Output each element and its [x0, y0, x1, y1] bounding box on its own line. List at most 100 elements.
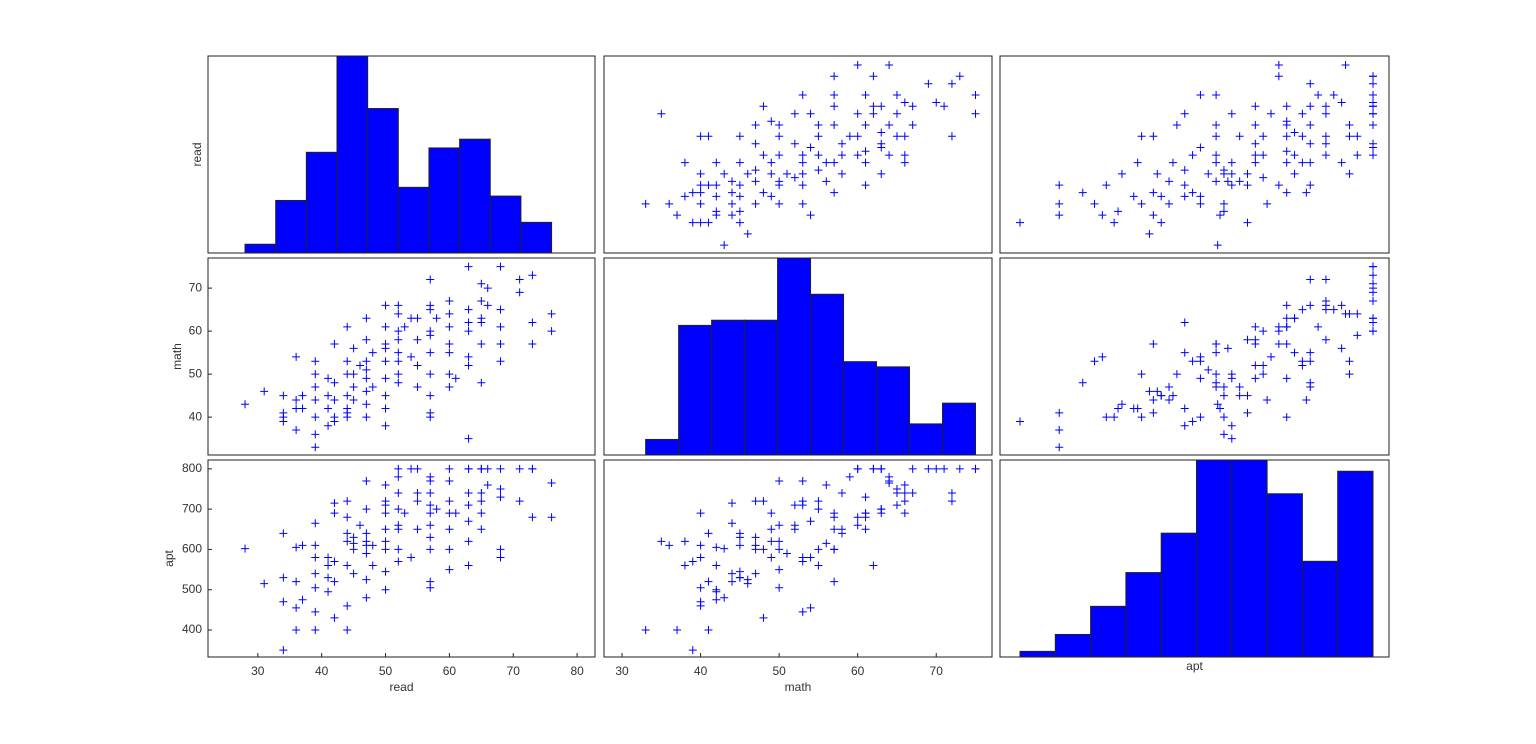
- scatter-point: [885, 121, 894, 130]
- scatter-point: [241, 544, 250, 553]
- scatter-point: [1321, 132, 1330, 141]
- scatter-point: [407, 464, 416, 473]
- scatter-point: [426, 408, 435, 417]
- scatter-point: [413, 525, 422, 534]
- scatter-point: [688, 188, 697, 197]
- scatter-point: [1188, 357, 1197, 366]
- scatter-point: [1137, 132, 1146, 141]
- scatter-point: [1282, 301, 1291, 310]
- scatter-point: [1290, 128, 1299, 137]
- scatter-point: [445, 297, 454, 306]
- scatter-point: [712, 181, 721, 190]
- scatter-point: [407, 314, 416, 323]
- scatter-point: [1274, 327, 1283, 336]
- scatter-point: [1267, 109, 1276, 118]
- scatter-point: [515, 275, 524, 284]
- scatter-point: [1306, 158, 1315, 167]
- scatter-point: [394, 545, 403, 554]
- scatter-point: [775, 177, 784, 186]
- scatter-point: [279, 646, 288, 655]
- scatter-point: [349, 545, 358, 554]
- scatter-point: [1137, 413, 1146, 422]
- scatter-point: [496, 322, 505, 331]
- scatter-point: [1263, 199, 1272, 208]
- scatter-point: [362, 529, 371, 538]
- scatter-point: [381, 404, 390, 413]
- scatter-point: [1196, 413, 1205, 422]
- scatter-point: [704, 132, 713, 141]
- scatter-point: [451, 509, 460, 518]
- scatter-point: [1055, 408, 1064, 417]
- y-tick-label: 70: [189, 280, 203, 294]
- scatter-point: [1251, 374, 1260, 383]
- scatter-point: [324, 391, 333, 400]
- scatter-point: [368, 383, 377, 392]
- scatter-point: [464, 305, 473, 314]
- scatter-point: [1204, 365, 1213, 374]
- scatter-point: [728, 499, 737, 508]
- scatter-point: [908, 102, 917, 111]
- scatter-point: [298, 541, 307, 550]
- scatter-point: [1290, 151, 1299, 160]
- scatter-point: [1117, 400, 1126, 409]
- scatter-point: [279, 597, 288, 606]
- scatter-point: [394, 348, 403, 357]
- scatter-point: [1188, 417, 1197, 426]
- scatter-point: [830, 577, 839, 586]
- scatter-point: [775, 132, 784, 141]
- scatter-point: [1306, 378, 1315, 387]
- scatter-point: [311, 395, 320, 404]
- scatter-point: [814, 505, 823, 514]
- scatter-point: [426, 327, 435, 336]
- scatter-point: [1353, 132, 1362, 141]
- scatter-point: [798, 476, 807, 485]
- scatter-point: [362, 365, 371, 374]
- scatter-point: [775, 476, 784, 485]
- scatter-point: [1306, 79, 1315, 88]
- scatter-point: [1259, 327, 1268, 336]
- scatter-point: [1180, 404, 1189, 413]
- scatter-point: [1251, 151, 1260, 160]
- scatter-point: [1157, 192, 1166, 201]
- scatter-point: [1345, 132, 1354, 141]
- scatter-point: [1259, 361, 1268, 370]
- scatter-point: [767, 158, 776, 167]
- scatter-point: [349, 533, 358, 542]
- scatter-point: [400, 509, 409, 518]
- scatter-point: [751, 569, 760, 578]
- x-tick-label: 50: [379, 664, 393, 678]
- scatter-point: [712, 595, 721, 604]
- scatter-point: [477, 279, 486, 288]
- scatter-point: [1282, 132, 1291, 141]
- scatter-point: [680, 158, 689, 167]
- scatter-point: [704, 181, 713, 190]
- scatter-point: [528, 513, 537, 522]
- y-tick-label: 60: [189, 323, 203, 337]
- scatter-point: [324, 573, 333, 582]
- scatter-point: [1110, 413, 1119, 422]
- scatter-point: [477, 509, 486, 518]
- scatter-point: [837, 151, 846, 160]
- scatter-point: [1117, 169, 1126, 178]
- scatter-point: [1196, 143, 1205, 152]
- scatter-point: [704, 577, 713, 586]
- histogram-bar: [244, 243, 277, 254]
- scatter-point: [292, 626, 301, 635]
- scatter-point: [362, 400, 371, 409]
- scatter-point: [1243, 408, 1252, 417]
- scatter-point: [1259, 173, 1268, 182]
- scatter-point: [330, 613, 339, 622]
- y-tick-label: 50: [189, 366, 203, 380]
- scatter-point: [362, 374, 371, 383]
- scatter-point: [853, 513, 862, 522]
- scatter-point: [1204, 169, 1213, 178]
- scatter-point: [806, 603, 815, 612]
- scatter-point: [464, 361, 473, 370]
- scatter-point: [877, 464, 886, 473]
- scatter-point: [759, 151, 768, 160]
- scatter-point: [362, 549, 371, 558]
- scatter-point: [330, 340, 339, 349]
- y-axis-label: read: [190, 142, 204, 166]
